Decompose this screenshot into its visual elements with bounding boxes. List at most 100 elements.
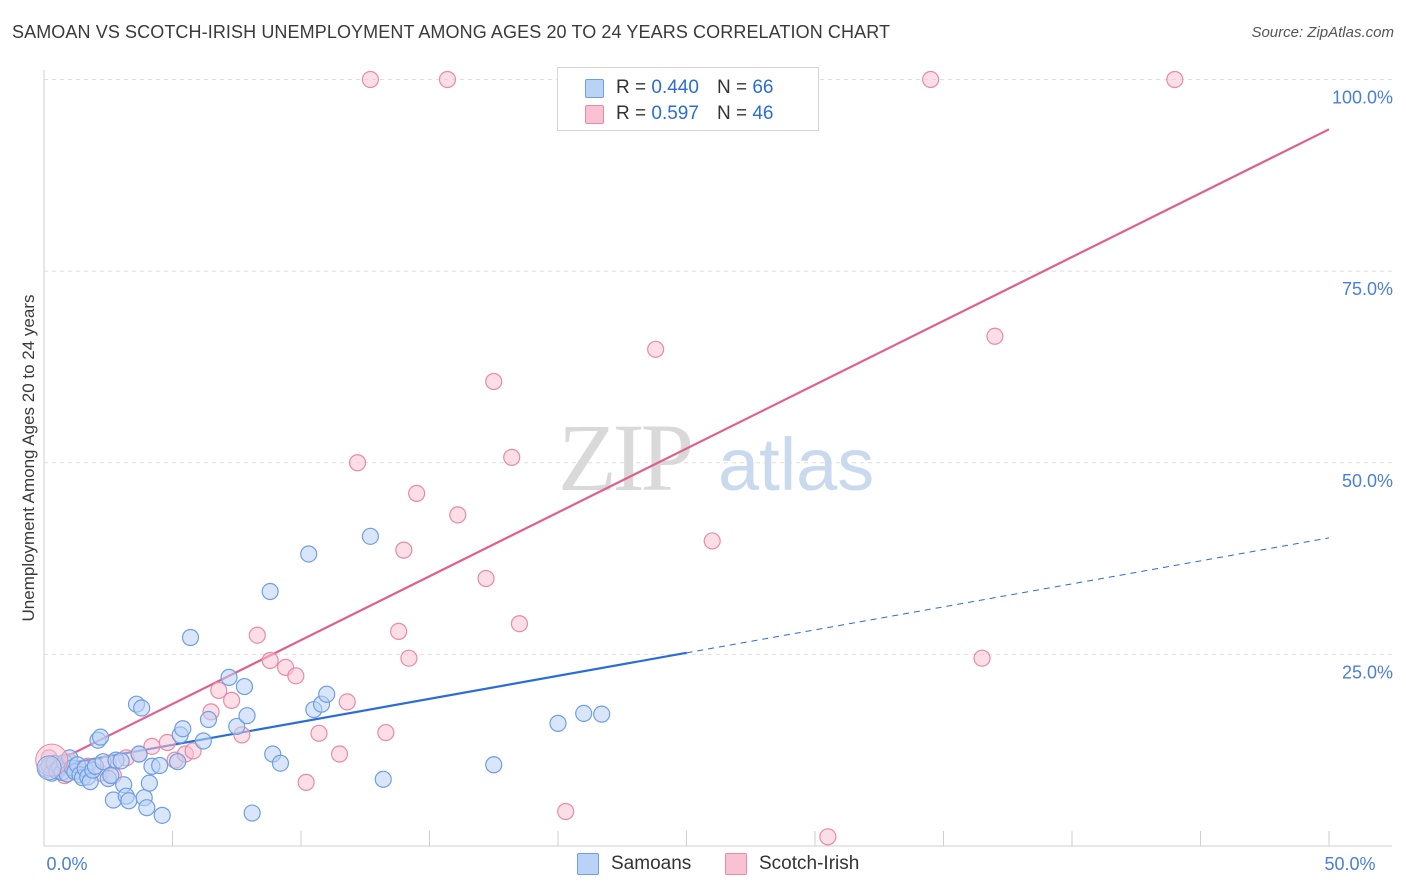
scotch-irish-point (922, 70, 940, 89)
n-value: 46 (752, 103, 774, 124)
samoans-point (361, 527, 379, 545)
samoans-point (261, 582, 279, 601)
samoans-point (318, 685, 336, 703)
y-tick-label: 100.0% (1332, 88, 1393, 108)
samoans-point (220, 668, 238, 686)
samoans-point (374, 770, 392, 788)
scotch-irish-point (510, 615, 529, 633)
scotch-irish-point (438, 70, 457, 89)
scotch-irish-point (297, 773, 315, 791)
scotch-irish-point (819, 828, 837, 846)
correlation-legend: R = 0.440 N = 66 R = 0.597 N = 46 (557, 67, 819, 131)
samoans-point (575, 704, 593, 722)
samoans-point (112, 752, 130, 770)
samoans-point (174, 720, 192, 738)
scotch-irish-point (348, 454, 367, 472)
n-value: 66 (752, 77, 774, 98)
x-tick-label: 0.0% (46, 854, 87, 874)
scotch-irish-point (338, 693, 356, 711)
n-label: N = (716, 103, 748, 124)
legend-row-scotch-irish: R = 0.597 N = 46 (585, 102, 773, 126)
samoans-point (120, 792, 138, 810)
zipatlas-watermark: ZIP atlas (558, 404, 874, 511)
scotch-irish-point (390, 622, 408, 640)
scotch-irish-point (408, 484, 426, 503)
n-label: N = (716, 77, 748, 98)
samoans-point (228, 717, 246, 736)
samoans-point (593, 705, 611, 723)
samoans-swatch (577, 853, 599, 875)
samoans-point (300, 545, 318, 563)
scotch-irish-point (287, 667, 305, 685)
chart-title: SAMOAN VS SCOTCH-IRISH UNEMPLOYMENT AMON… (12, 22, 891, 42)
scotch-irish-point (973, 649, 991, 667)
samoans-point (102, 766, 120, 785)
samoans-swatch (585, 78, 604, 98)
r-value: 0.597 (651, 103, 699, 124)
samoans-point (138, 799, 156, 817)
scotch-irish-point (477, 569, 495, 588)
scotch-irish-point (557, 802, 575, 821)
scotch-irish-point (184, 742, 202, 760)
data-points (35, 70, 1184, 846)
scotch-irish-point (330, 745, 349, 763)
samoans-point (199, 710, 218, 729)
legend-item-samoans[interactable]: Samoans (577, 851, 691, 877)
x-tick-label: 50.0% (1324, 854, 1375, 874)
samoans-point (181, 628, 200, 647)
axis-ticks: 25.0% 50.0% 75.0% 100.0% 0.0% 50.0% (46, 88, 1393, 875)
scotch-irish-trend-line (43, 128, 1330, 769)
legend-label: Scotch-Irish (759, 853, 860, 874)
r-label: R = (616, 77, 647, 98)
y-tick-label: 25.0% (1342, 662, 1393, 682)
scotch-irish-point (310, 724, 328, 742)
samoans-point (243, 804, 261, 822)
scotch-irish-swatch (585, 104, 604, 124)
samoans-point (169, 753, 187, 771)
watermark-atlas: atlas (718, 423, 874, 506)
samoans-point (140, 774, 158, 792)
scotch-irish-point (248, 626, 266, 644)
samoans-point (485, 756, 503, 774)
scotch-irish-point (261, 651, 279, 670)
samoans-point (238, 707, 256, 725)
scotch-irish-point (395, 541, 413, 559)
trend-lines (43, 128, 1330, 769)
scotch-irish-point (485, 372, 503, 391)
scotch-irish-point (223, 691, 241, 709)
legend-label: Samoans (611, 853, 692, 874)
scotch-irish-swatch (725, 853, 747, 875)
samoans-point (91, 728, 110, 746)
y-tick-label: 75.0% (1342, 279, 1393, 299)
samoans-point (133, 699, 151, 717)
scotch-irish-point (1166, 70, 1184, 89)
samoans-point (153, 806, 171, 824)
watermark-zip: ZIP (558, 404, 691, 511)
samoans-point (36, 755, 62, 781)
legend-row-samoans: R = 0.440 N = 66 (585, 76, 773, 100)
samoans-trend-extension (686, 537, 1330, 654)
samoans-point (151, 756, 169, 775)
scotch-irish-point (361, 70, 379, 89)
samoans-point (235, 677, 254, 696)
scotch-irish-point (503, 448, 521, 466)
source-credit: Source: ZipAtlas.com (1251, 24, 1394, 41)
samoans-point (194, 732, 212, 750)
scotch-irish-point (400, 649, 418, 667)
r-value: 0.440 (651, 77, 699, 98)
axes (43, 70, 1392, 847)
r-label: R = (616, 103, 647, 124)
scotch-irish-point (449, 506, 467, 524)
legend-item-scotch-irish[interactable]: Scotch-Irish (725, 851, 859, 877)
samoans-point (271, 754, 290, 772)
samoans-point (130, 745, 148, 763)
scotch-irish-point (210, 681, 228, 700)
scotch-irish-point (703, 532, 721, 550)
scotch-irish-point (647, 340, 665, 358)
scotch-irish-point (986, 327, 1004, 345)
gridlines (44, 79, 1392, 655)
samoans-point (549, 714, 567, 732)
y-tick-label: 50.0% (1342, 471, 1393, 491)
scotch-irish-point (158, 733, 176, 752)
